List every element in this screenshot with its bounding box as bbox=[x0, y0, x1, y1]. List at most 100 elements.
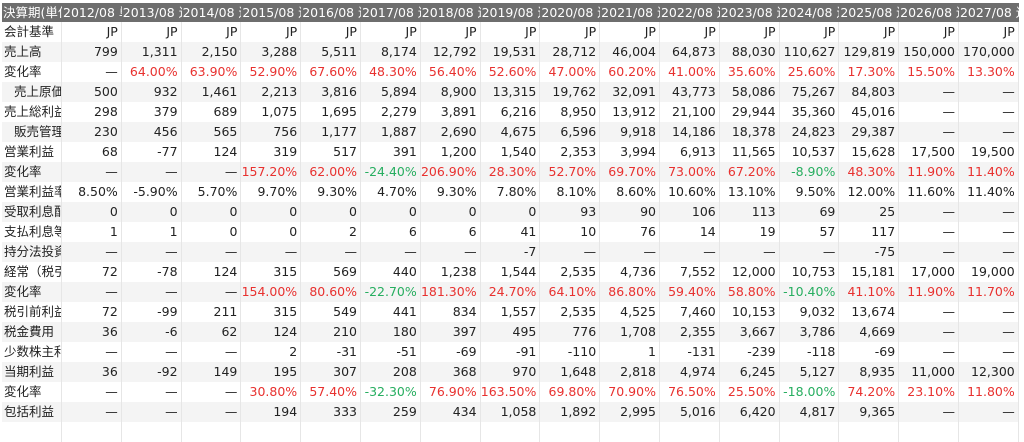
value-cell[interactable]: 17.30% bbox=[839, 62, 900, 82]
value-cell[interactable]: 19,000 bbox=[959, 262, 1019, 282]
value-cell[interactable]: 43,773 bbox=[659, 82, 720, 102]
value-cell[interactable]: 0 bbox=[182, 222, 242, 242]
header-period-cell[interactable]: 2026/08 連 bbox=[899, 3, 959, 22]
value-cell[interactable]: 0 bbox=[420, 202, 481, 222]
value-cell[interactable]: 2 bbox=[241, 342, 302, 362]
value-cell[interactable]: -24.40% bbox=[360, 162, 421, 182]
value-cell[interactable]: 11.80% bbox=[959, 382, 1019, 402]
value-cell[interactable]: 52.70% bbox=[540, 162, 601, 182]
value-cell[interactable]: — bbox=[62, 242, 122, 262]
value-cell[interactable]: 2,535 bbox=[540, 262, 601, 282]
value-cell[interactable]: 6 bbox=[421, 222, 481, 242]
value-cell[interactable]: — bbox=[182, 382, 242, 402]
value-cell[interactable]: — bbox=[779, 242, 840, 262]
value-cell[interactable]: 52.60% bbox=[481, 62, 541, 82]
value-cell[interactable]: 19 bbox=[720, 222, 780, 242]
value-cell[interactable]: 19,500 bbox=[959, 142, 1019, 162]
value-cell[interactable]: JP bbox=[421, 22, 481, 42]
value-cell[interactable]: 24.70% bbox=[480, 282, 541, 302]
value-cell[interactable]: 0 bbox=[181, 202, 242, 222]
value-cell[interactable]: 0 bbox=[241, 202, 302, 222]
header-period-cell[interactable]: 2023/08 連 bbox=[719, 3, 780, 22]
value-cell[interactable]: 93 bbox=[540, 202, 601, 222]
value-cell[interactable]: JP bbox=[780, 22, 840, 42]
value-cell[interactable]: 30.80% bbox=[241, 382, 302, 402]
value-cell[interactable]: 19,531 bbox=[480, 42, 541, 62]
value-cell[interactable]: 970 bbox=[480, 362, 541, 382]
value-cell[interactable]: 113 bbox=[719, 202, 780, 222]
header-period-cell[interactable]: 2018/08 連 bbox=[420, 3, 481, 22]
value-cell[interactable]: 15,628 bbox=[839, 142, 900, 162]
empty-cell[interactable] bbox=[181, 422, 242, 442]
value-cell[interactable]: 11.90% bbox=[899, 162, 959, 182]
value-cell[interactable]: 1,540 bbox=[481, 142, 541, 162]
value-cell[interactable]: 23.10% bbox=[899, 382, 959, 402]
value-cell[interactable]: — bbox=[959, 302, 1019, 322]
value-cell[interactable]: 154.00% bbox=[241, 282, 302, 302]
value-cell[interactable]: 1,544 bbox=[481, 262, 541, 282]
value-cell[interactable]: 9.70% bbox=[241, 182, 302, 202]
row-label-cell[interactable]: 変化率 bbox=[2, 282, 62, 302]
value-cell[interactable]: 1,075 bbox=[241, 102, 302, 122]
value-cell[interactable]: 1,708 bbox=[600, 322, 660, 342]
value-cell[interactable]: 11.40% bbox=[959, 182, 1019, 202]
value-cell[interactable]: 206.90% bbox=[420, 162, 481, 182]
value-cell[interactable]: 124 bbox=[182, 142, 242, 162]
value-cell[interactable]: 13.10% bbox=[720, 182, 780, 202]
value-cell[interactable]: 80.60% bbox=[301, 282, 361, 302]
value-cell[interactable]: 56.40% bbox=[421, 62, 481, 82]
value-cell[interactable]: JP bbox=[481, 22, 541, 42]
value-cell[interactable]: 84,803 bbox=[839, 82, 900, 102]
value-cell[interactable]: — bbox=[122, 382, 182, 402]
value-cell[interactable]: 72 bbox=[62, 262, 122, 282]
value-cell[interactable]: 315 bbox=[241, 262, 302, 282]
value-cell[interactable]: 1,648 bbox=[540, 362, 601, 382]
value-cell[interactable]: 6,420 bbox=[719, 402, 780, 422]
value-cell[interactable]: — bbox=[181, 162, 242, 182]
value-cell[interactable]: 72 bbox=[62, 302, 122, 322]
row-label-cell[interactable]: 変化率 bbox=[2, 62, 62, 82]
value-cell[interactable]: 13,315 bbox=[480, 82, 541, 102]
value-cell[interactable]: 5.70% bbox=[182, 182, 242, 202]
value-cell[interactable]: — bbox=[899, 82, 959, 102]
row-label-cell[interactable]: 当期利益 bbox=[2, 362, 62, 382]
value-cell[interactable]: — bbox=[122, 342, 182, 362]
value-cell[interactable]: 9.50% bbox=[780, 182, 840, 202]
value-cell[interactable]: 68 bbox=[62, 142, 122, 162]
value-cell[interactable]: — bbox=[899, 242, 959, 262]
value-cell[interactable]: 3,816 bbox=[301, 82, 361, 102]
value-cell[interactable]: — bbox=[121, 162, 182, 182]
value-cell[interactable]: 57.40% bbox=[301, 382, 361, 402]
value-cell[interactable]: -32.30% bbox=[361, 382, 421, 402]
value-cell[interactable]: 8.60% bbox=[600, 182, 660, 202]
value-cell[interactable]: 4,974 bbox=[659, 362, 720, 382]
value-cell[interactable]: 1,557 bbox=[481, 302, 541, 322]
value-cell[interactable]: 18,378 bbox=[719, 122, 780, 142]
value-cell[interactable]: -75 bbox=[839, 242, 900, 262]
value-cell[interactable]: JP bbox=[182, 22, 242, 42]
header-period-cell[interactable]: 2017/08 連 bbox=[360, 3, 421, 22]
value-cell[interactable]: — bbox=[62, 342, 122, 362]
value-cell[interactable]: — bbox=[899, 122, 959, 142]
value-cell[interactable]: 3,288 bbox=[241, 42, 302, 62]
value-cell[interactable]: — bbox=[899, 102, 959, 122]
row-label-cell[interactable]: 会計基準 bbox=[2, 22, 62, 42]
empty-cell[interactable] bbox=[899, 422, 959, 442]
value-cell[interactable]: 4,675 bbox=[480, 122, 541, 142]
value-cell[interactable]: -92 bbox=[121, 362, 182, 382]
value-cell[interactable]: 163.50% bbox=[481, 382, 541, 402]
empty-cell[interactable] bbox=[719, 422, 780, 442]
value-cell[interactable]: 5,894 bbox=[360, 82, 421, 102]
value-cell[interactable]: 1,695 bbox=[301, 102, 361, 122]
value-cell[interactable]: 307 bbox=[301, 362, 361, 382]
value-cell[interactable]: — bbox=[659, 242, 720, 262]
value-cell[interactable]: JP bbox=[600, 22, 660, 42]
value-cell[interactable]: — bbox=[958, 202, 1019, 222]
empty-cell[interactable] bbox=[839, 422, 900, 442]
value-cell[interactable]: 14,186 bbox=[659, 122, 720, 142]
value-cell[interactable]: 0 bbox=[62, 202, 122, 222]
value-cell[interactable]: 441 bbox=[361, 302, 421, 322]
value-cell[interactable]: — bbox=[420, 242, 481, 262]
header-period-cell[interactable]: 2024/08 連 bbox=[779, 3, 840, 22]
value-cell[interactable]: JP bbox=[540, 22, 601, 42]
